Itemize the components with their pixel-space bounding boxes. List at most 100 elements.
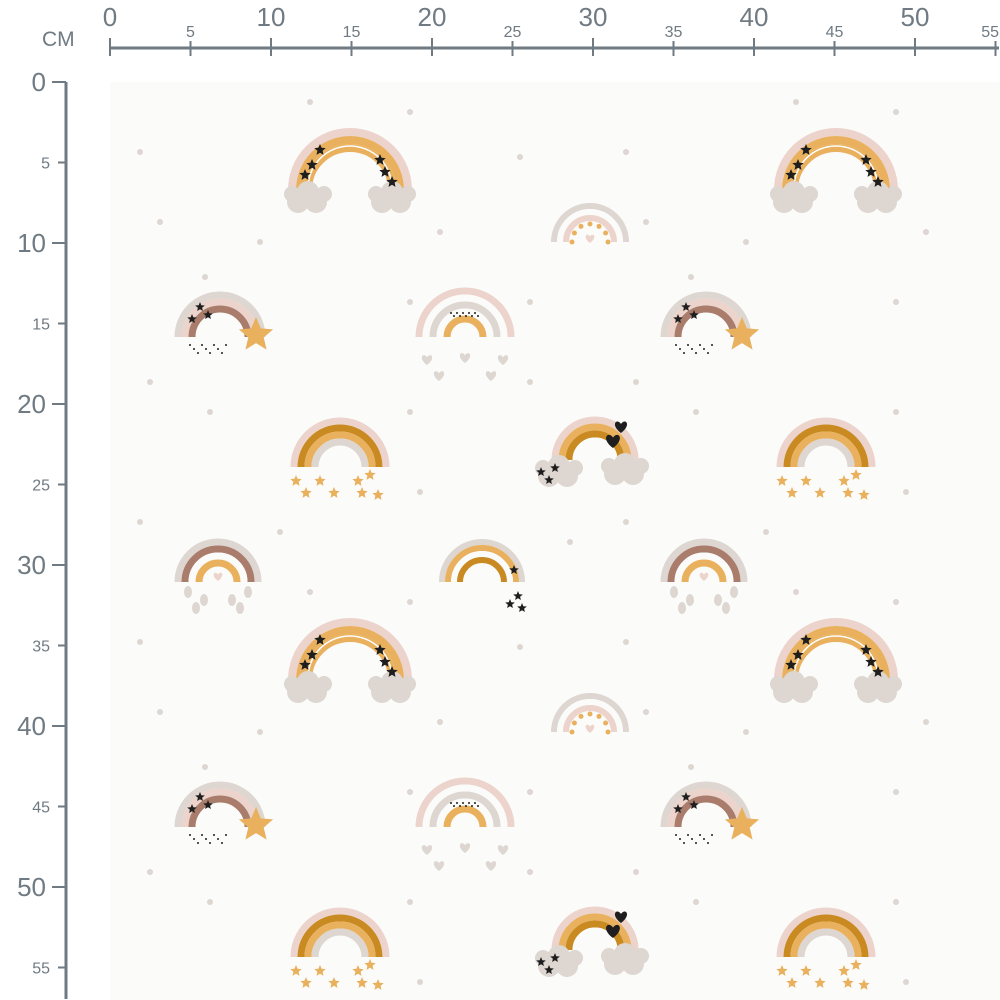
rainbow-band bbox=[572, 927, 618, 951]
dot bbox=[567, 539, 573, 545]
rainbow-band bbox=[667, 788, 745, 828]
dot bbox=[307, 589, 313, 595]
star-icon bbox=[509, 565, 519, 574]
cloud-puff bbox=[854, 186, 870, 202]
rainbow-motif bbox=[551, 693, 629, 735]
dot bbox=[437, 719, 443, 725]
dot bbox=[596, 713, 602, 719]
star-icon bbox=[195, 302, 205, 311]
rainbow-band bbox=[429, 791, 501, 828]
star-icon bbox=[865, 656, 877, 667]
dot bbox=[221, 842, 223, 844]
rainbow-band bbox=[558, 913, 632, 951]
star-icon bbox=[814, 977, 826, 988]
rainbow-band bbox=[288, 618, 412, 681]
dot bbox=[691, 348, 693, 350]
cloud-puff bbox=[381, 181, 403, 203]
rainbow-band bbox=[551, 203, 629, 243]
dot bbox=[137, 519, 143, 525]
rainbow-band bbox=[304, 431, 376, 468]
rainbow-band bbox=[288, 128, 412, 191]
rainbow-band bbox=[565, 430, 625, 461]
rainbow-band bbox=[457, 557, 507, 583]
cloud-puff bbox=[284, 186, 300, 202]
dot bbox=[201, 344, 203, 346]
rainbow-band bbox=[776, 907, 876, 958]
dot bbox=[633, 379, 639, 385]
horizontal-tick-label: 10 bbox=[257, 2, 286, 32]
cloud-puff bbox=[548, 455, 570, 477]
dot bbox=[417, 489, 423, 495]
dot bbox=[209, 842, 211, 844]
vertical-tick-label: 40 bbox=[17, 711, 46, 741]
dot bbox=[407, 299, 413, 305]
star-icon bbox=[872, 666, 884, 677]
dot bbox=[578, 713, 584, 719]
drop-icon bbox=[678, 602, 686, 614]
dot bbox=[189, 834, 191, 836]
star-icon bbox=[786, 487, 798, 498]
dot bbox=[571, 720, 577, 726]
dot bbox=[893, 899, 899, 905]
heart-icon bbox=[459, 843, 471, 853]
cloud-puff bbox=[783, 671, 805, 693]
dot bbox=[221, 352, 223, 354]
cloud-puff bbox=[867, 671, 889, 693]
dot bbox=[527, 869, 533, 875]
rainbow-band bbox=[783, 424, 869, 468]
dot bbox=[209, 352, 211, 354]
star-icon bbox=[858, 979, 870, 990]
rainbow-band bbox=[443, 315, 487, 338]
dot bbox=[462, 802, 464, 804]
dot bbox=[217, 348, 219, 350]
star-icon bbox=[673, 314, 683, 323]
cloud-puff bbox=[567, 460, 583, 476]
star-icon bbox=[689, 800, 699, 809]
star-icon bbox=[536, 467, 546, 476]
rainbow-band bbox=[551, 693, 629, 733]
dot bbox=[459, 805, 461, 807]
rainbow-motif bbox=[290, 907, 390, 990]
dot bbox=[277, 529, 283, 535]
rainbow-band bbox=[297, 914, 383, 958]
star-icon bbox=[379, 656, 391, 667]
dot bbox=[569, 729, 575, 735]
cloud-puff bbox=[284, 676, 300, 692]
dot bbox=[703, 348, 705, 350]
horizontal-tick-label: 40 bbox=[740, 2, 769, 32]
dot bbox=[157, 219, 163, 225]
star-icon bbox=[850, 469, 862, 480]
dot bbox=[695, 352, 697, 354]
rainbow-band bbox=[436, 308, 494, 338]
dot bbox=[257, 729, 263, 735]
cloud-puff bbox=[316, 186, 332, 202]
rainbow-band bbox=[674, 552, 734, 583]
heart-icon bbox=[433, 371, 445, 381]
heart-icon bbox=[213, 572, 223, 581]
dot bbox=[527, 379, 533, 385]
drop-icon bbox=[714, 594, 722, 606]
dot bbox=[903, 489, 909, 495]
star-icon bbox=[290, 965, 302, 976]
dot bbox=[474, 312, 476, 314]
rainbow-band bbox=[422, 294, 508, 338]
rainbow-band bbox=[181, 298, 259, 338]
dot bbox=[623, 639, 629, 645]
rainbow-band bbox=[174, 291, 266, 338]
star-icon bbox=[513, 591, 523, 600]
heart-icon bbox=[497, 355, 509, 365]
star-icon bbox=[800, 144, 812, 155]
star-icon bbox=[536, 957, 546, 966]
dot bbox=[517, 154, 523, 160]
rainbow-motif bbox=[551, 203, 629, 245]
star-icon bbox=[776, 475, 788, 486]
dot bbox=[407, 409, 413, 415]
dot bbox=[699, 344, 701, 346]
rainbow-motif bbox=[535, 906, 649, 977]
star-icon bbox=[187, 314, 197, 323]
rainbow-motif bbox=[535, 416, 649, 487]
dot bbox=[603, 720, 609, 726]
vertical-tick-label: 5 bbox=[41, 156, 50, 173]
star-icon bbox=[386, 666, 398, 677]
star-icon bbox=[544, 965, 554, 974]
